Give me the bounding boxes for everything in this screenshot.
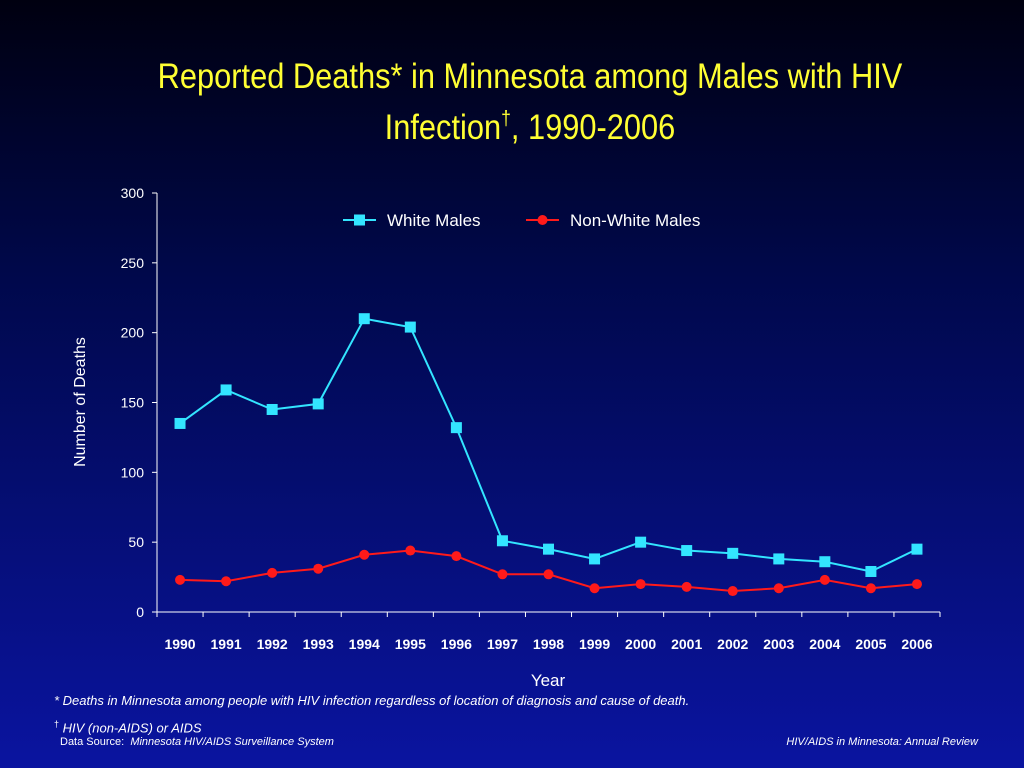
- x-tick-label: 2003: [763, 636, 794, 652]
- legend-marker-non-white-males: [537, 215, 548, 225]
- x-tick-label: 1995: [395, 636, 426, 652]
- x-tick-label: 1999: [579, 636, 610, 652]
- chart-axes: [152, 192, 941, 617]
- x-tick-label: 1993: [303, 636, 334, 652]
- data-source: Data Source: Minnesota HIV/AIDS Surveill…: [60, 736, 334, 748]
- data-point-white-males: [911, 543, 923, 555]
- data-point-white-males: [589, 553, 601, 565]
- x-tick-label: 2002: [717, 636, 748, 652]
- data-point-white-males: [773, 553, 785, 565]
- data-point-non-white-males: [589, 583, 600, 594]
- legend-label-non-white-males: Non-White Males: [570, 211, 700, 230]
- y-tick-label: 50: [128, 534, 144, 550]
- data-point-non-white-males: [865, 583, 876, 594]
- data-point-white-males: [450, 422, 462, 434]
- footnote-dagger-mark: †: [54, 719, 60, 729]
- data-point-white-males: [543, 543, 554, 555]
- footnote-dagger: † HIV (non-AIDS) or AIDS: [54, 719, 202, 735]
- legend-label-white-males: White Males: [387, 211, 481, 230]
- data-point-white-males: [727, 547, 739, 559]
- data-point-non-white-males: [911, 579, 922, 590]
- data-point-white-males: [681, 545, 693, 557]
- x-tick-label: 1994: [349, 636, 380, 652]
- report-name: HIV/AIDS in Minnesota: Annual Review: [786, 736, 978, 748]
- data-source-value: Minnesota HIV/AIDS Surveillance System: [130, 736, 334, 748]
- x-tick-label: 1996: [441, 636, 472, 652]
- x-tick-labels: 1990 1991 1992 1993 1994 1995 1996 1997 1998 1999…: [164, 636, 932, 652]
- x-tick-label: 2005: [855, 636, 886, 652]
- data-point-non-white-males: [313, 563, 324, 574]
- y-tick-label: 250: [121, 255, 145, 271]
- data-point-non-white-males: [819, 574, 830, 585]
- data-point-non-white-males: [405, 545, 416, 556]
- x-tick-label: 1990: [164, 636, 195, 652]
- data-point-non-white-males: [635, 579, 646, 590]
- y-tick-label: 100: [121, 464, 145, 480]
- data-point-white-males: [312, 398, 324, 410]
- y-tick-label: 0: [136, 604, 144, 620]
- x-axis-label: Year: [531, 671, 566, 690]
- data-point-white-males: [819, 556, 831, 568]
- x-tick-label: 2004: [809, 636, 840, 652]
- data-point-non-white-males: [681, 581, 692, 592]
- x-tick-label: 1991: [211, 636, 242, 652]
- series-line-white-males: [179, 317, 918, 573]
- title-line-2: Infection†, 1990-2006: [125, 98, 935, 149]
- x-tick-label: 2000: [625, 636, 656, 652]
- data-point-white-males: [174, 417, 186, 429]
- data-point-white-males: [358, 313, 370, 325]
- data-point-white-males: [404, 321, 416, 333]
- data-point-non-white-males: [773, 583, 784, 594]
- x-tick-label: 1992: [257, 636, 288, 652]
- data-point-white-males: [496, 535, 508, 547]
- chart-legend: White Males Non-White Males: [343, 211, 700, 230]
- y-tick-label: 200: [121, 325, 145, 341]
- footnote-asterisk: * Deaths in Minnesota among people with …: [54, 693, 690, 708]
- data-point-non-white-males: [359, 549, 370, 560]
- x-tick-label: 1997: [487, 636, 518, 652]
- data-point-non-white-males: [221, 576, 232, 587]
- x-tick-label: 2001: [671, 636, 702, 652]
- data-point-non-white-males: [727, 586, 738, 597]
- data-point-white-males: [266, 403, 278, 415]
- title-line-2-rest: , 1990-2006: [510, 108, 676, 147]
- data-point-non-white-males: [451, 551, 462, 562]
- x-tick-label: 2006: [901, 636, 932, 652]
- data-point-white-males: [220, 384, 232, 396]
- data-point-non-white-males: [267, 567, 278, 578]
- y-tick-labels: 0 50 100 150 200 250 300: [121, 185, 145, 620]
- x-tick-label: 1998: [533, 636, 564, 652]
- title-dagger: †: [501, 108, 511, 130]
- chart-series: [174, 313, 923, 597]
- data-point-non-white-males: [497, 569, 508, 580]
- data-point-white-males: [635, 536, 647, 548]
- legend-marker-white-males: [354, 214, 365, 226]
- y-tick-label: 150: [121, 395, 145, 411]
- y-tick-label: 300: [121, 185, 145, 201]
- y-axis-label: Number of Deaths: [72, 337, 89, 467]
- title-line-1: Reported Deaths* in Minnesota among Male…: [157, 57, 903, 96]
- data-point-non-white-males: [543, 569, 554, 580]
- data-point-non-white-males: [175, 574, 186, 585]
- data-source-label: Data Source:: [60, 736, 125, 748]
- chart-title: Reported Deaths* in Minnesota among Male…: [125, 56, 935, 149]
- footnote-dagger-text: HIV (non-AIDS) or AIDS: [59, 720, 202, 736]
- title-line-2-main: Infection: [384, 108, 502, 147]
- data-point-white-males: [865, 565, 877, 577]
